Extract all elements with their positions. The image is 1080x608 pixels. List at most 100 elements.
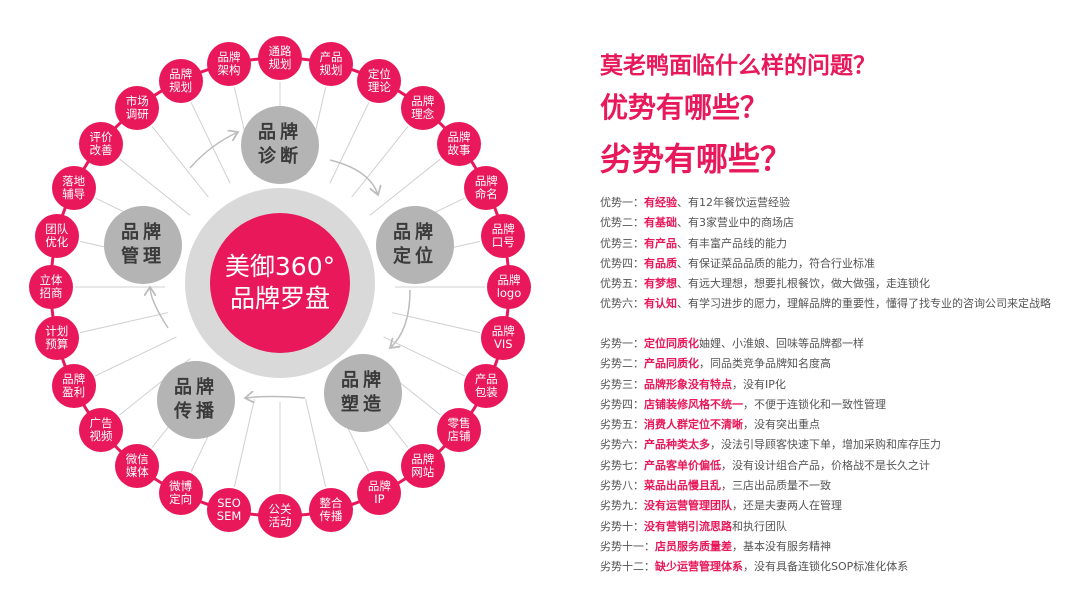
item-prefix: 劣势二：: [600, 357, 644, 371]
disadvantages-list: 劣势一：定位同质化妯娌、小淮娘、回味等品牌都一样 劣势二：产品同质化，同品类竞争品…: [600, 334, 941, 578]
connector-line: [351, 126, 409, 198]
flow-arrow: [150, 287, 169, 329]
item-key: 店铺装修风格不统一: [644, 397, 743, 411]
item-prefix: 优势二：: [600, 216, 644, 230]
brand-compass-diagram: 美御360° 品牌罗盘 品牌 诊断 品牌 定位 品牌 塑造 品牌 传播 品牌 管理 通路…: [29, 36, 531, 538]
connector-line: [369, 158, 441, 216]
item-key: 有产品: [644, 236, 677, 250]
ring-item: 品牌 IP: [357, 471, 402, 516]
ring-item: SEO SEM: [207, 488, 252, 533]
item-rest: 、有远大理想，想要扎根餐饮，做大做强，走连锁化: [677, 277, 930, 291]
item-rest: ，没有具备连锁化SOP标准化体系: [743, 560, 909, 574]
advantage-item: 优势五：有梦想、有远大理想，想要扎根餐饮，做大做强，走连锁化: [600, 274, 1051, 294]
item-rest: 、有3家营业中的商场店: [677, 216, 794, 230]
item-key: 有品质: [644, 256, 677, 270]
item-rest: 、有学习进步的愿力，理解品牌的重要性，懂得了找专业的咨询公司来定战略: [677, 297, 1051, 311]
item-key: 产品种类太多: [644, 438, 710, 452]
item-rest: ，不便于连锁化和一致性管理: [743, 397, 886, 411]
advantage-item: 优势二：有基础、有3家营业中的商场店: [600, 213, 1051, 233]
item-rest: 、有12年餐饮运营经验: [677, 196, 790, 209]
connector-line: [329, 102, 370, 184]
ring-item: 通路 规划: [258, 36, 302, 80]
ring-item: 零售 店铺: [437, 407, 482, 452]
connector-line: [95, 336, 177, 377]
stage-circle: 品牌 传播: [157, 361, 235, 439]
item-key: 缺少运营管理体系: [655, 560, 743, 574]
connector-line: [80, 312, 168, 334]
item-prefix: 劣势三：: [600, 377, 644, 391]
ring-item: 品牌 理念: [400, 85, 445, 130]
disadvantage-item: 劣势十二：缺少运营管理体系，没有具备连锁化SOP标准化体系: [600, 557, 941, 577]
connector-line: [190, 102, 231, 184]
item-prefix: 劣势九：: [600, 499, 644, 513]
stage-circle: 品牌 诊断: [241, 106, 319, 184]
item-key: 品牌形象没有特点: [644, 377, 732, 391]
item-rest: 、有丰富产品线的能力: [677, 236, 787, 250]
disadvantage-item: 劣势九：没有运营管理团队，还是夫妻两人在管理: [600, 496, 941, 516]
item-key: 店员服务质量差: [655, 539, 732, 553]
advantage-item: 优势一：有经验、有12年餐饮运营经验: [600, 193, 1051, 213]
ring-item: 计划 预算: [34, 315, 79, 360]
item-rest: ，还是夫妻两人在管理: [732, 499, 842, 513]
item-rest: 和执行团队: [732, 519, 787, 533]
item-prefix: 劣势十：: [600, 519, 644, 533]
item-rest: ，没有突出重点: [743, 418, 820, 432]
disadvantage-item: 劣势十一：店员服务质量差，基本没有服务精神: [600, 537, 941, 557]
stage-circle: 品牌 定位: [376, 206, 454, 284]
disadvantage-item: 劣势四：店铺装修风格不统一，不便于连锁化和一致性管理: [600, 395, 941, 415]
item-rest: 妯娌、小淮娘、回味等品牌都一样: [699, 337, 864, 350]
ring-item: 品牌 规划: [158, 58, 203, 103]
item-prefix: 优势一：: [600, 196, 644, 209]
item-prefix: 优势六：: [600, 297, 644, 311]
ring-item: 品牌 命名: [464, 165, 509, 210]
item-prefix: 劣势八：: [600, 479, 644, 493]
ring-item: 市场 调研: [115, 85, 160, 130]
item-key: 没有营销引流思路: [644, 519, 732, 533]
ring-item: 品牌 故事: [437, 122, 482, 167]
disadvantage-item: 劣势六：产品种类太多，没法引导顾客快速下单，增加采购和库存压力: [600, 435, 941, 455]
disadvantages-title: 劣势有哪些？: [600, 140, 793, 178]
item-prefix: 劣势十一：: [600, 539, 655, 553]
disadvantage-item: 劣势十：没有营销引流思路和执行团队: [600, 517, 941, 537]
core-line1: 美御360°: [224, 252, 336, 281]
core-circle: 美御360° 品牌罗盘: [210, 213, 350, 353]
item-rest: ，三店出品质量不一致: [721, 479, 831, 493]
ring-item: 广告 视频: [78, 407, 123, 452]
flow-arrow: [329, 159, 378, 195]
advantages-title: 优势有哪些？: [600, 91, 769, 124]
item-key: 有经验: [644, 196, 677, 209]
ring-item: 品牌 口号: [481, 214, 526, 259]
ring-item: 定位 理论: [357, 58, 402, 103]
connector-line: [119, 158, 191, 216]
item-prefix: 劣势六：: [600, 438, 644, 452]
item-prefix: 优势五：: [600, 277, 644, 291]
question-title: 莫老鸭面临什么样的问题？: [600, 53, 876, 79]
advantage-item: 优势六：有认知、有学习进步的愿力，理解品牌的重要性，懂得了找专业的咨询公司来定战…: [600, 294, 1051, 314]
ring-item: 品牌 盈利: [51, 364, 96, 409]
flow-arrow: [189, 132, 238, 169]
connector-line: [305, 399, 327, 487]
ring-item: 产品 规划: [308, 41, 353, 86]
ring-item: 产品 包装: [464, 364, 509, 409]
item-prefix: 优势四：: [600, 256, 644, 270]
ring-item: 团队 优化: [34, 214, 79, 259]
core-line2: 品牌罗盘: [229, 284, 330, 313]
item-key: 有认知: [644, 297, 677, 311]
item-key: 产品客单价偏低: [644, 458, 721, 472]
disadvantage-item: 劣势八：菜品出品慢且乱，三店出品质量不一致: [600, 476, 941, 496]
ring-item: 公关 活动: [258, 494, 302, 538]
advantage-item: 优势三：有产品、有丰富产品线的能力: [600, 234, 1051, 254]
disadvantage-item: 劣势二：产品同质化，同品类竞争品牌知名度高: [600, 354, 941, 374]
ring-item: 品牌 logo: [487, 265, 531, 309]
connector-line: [151, 126, 209, 198]
ring-item: 品牌 架构: [207, 41, 252, 86]
advantage-item: 优势四：有品质、有保证菜品品质的能力，符合行业标准: [600, 254, 1051, 274]
flow-arrow: [245, 397, 306, 399]
item-key: 有梦想: [644, 277, 677, 291]
ring-item: 评价 改善: [78, 122, 123, 167]
item-prefix: 劣势一：: [600, 337, 644, 350]
stage-circle: 品牌 管理: [104, 206, 182, 284]
disadvantage-item: 劣势五：消费人群定位不清晰，没有突出重点: [600, 415, 941, 435]
ring-item: 品牌 VIS: [481, 315, 526, 360]
item-prefix: 劣势四：: [600, 397, 644, 411]
